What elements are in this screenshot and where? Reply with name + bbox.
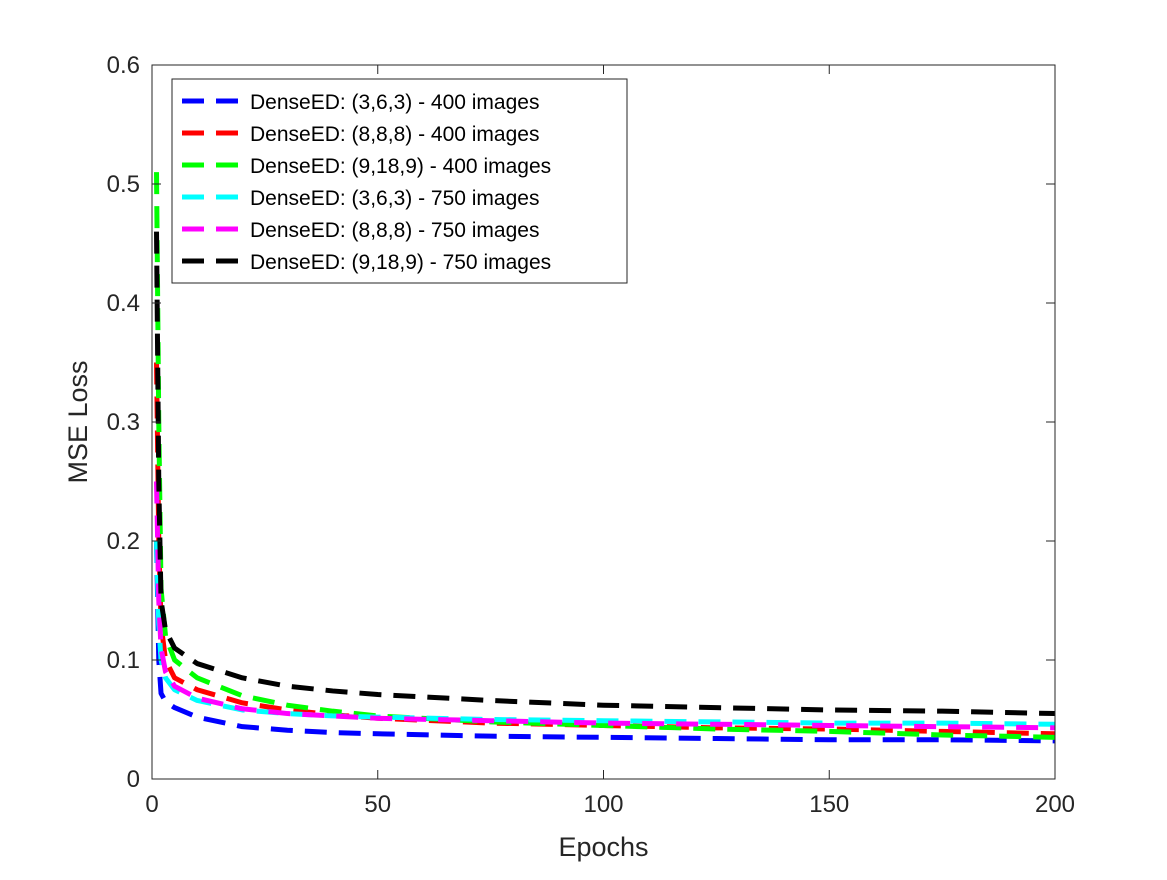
ticks-layer: 0 50 100 150 200 0 0.1 0.2 0.3 0.4 0.5 0.6 — [107, 52, 1075, 818]
x-tick-label: 50 — [364, 791, 391, 818]
legend-label-2: DenseED: (8,8,8) - 400 images — [250, 123, 539, 146]
y-tick-label: 0 — [127, 766, 140, 793]
x-axis-label: Epochs — [558, 832, 648, 862]
series-layer — [154, 172, 1055, 744]
y-tick-label: 0.2 — [107, 528, 140, 555]
series-line-6 — [154, 231, 1055, 717]
series-line-5 — [154, 481, 1055, 731]
legend-label-5: DenseED: (8,8,8) - 750 images — [250, 219, 539, 242]
x-tick-label: 100 — [583, 791, 623, 818]
series-line-1 — [154, 540, 1055, 744]
legend-label-4: DenseED: (3,6,3) - 750 images — [250, 187, 539, 210]
y-axis-label: MSE Loss — [63, 360, 93, 483]
y-tick-label: 0.4 — [107, 290, 140, 317]
y-tick-label: 0.5 — [107, 171, 140, 198]
legend-box — [171, 78, 628, 284]
x-tick-label: 0 — [145, 791, 158, 818]
legend-label-6: DenseED: (9,18,9) - 750 images — [250, 251, 551, 274]
y-tick-label: 0.1 — [107, 647, 140, 674]
legend-label-1: DenseED: (3,6,3) - 400 images — [250, 91, 539, 114]
legend-label-3: DenseED: (9,18,9) - 400 images — [250, 155, 551, 178]
legend: DenseED: (3,6,3) - 400 images DenseED: (8… — [171, 78, 628, 284]
y-tick-label: 0.3 — [107, 409, 140, 436]
x-tick-label: 150 — [809, 791, 849, 818]
series-line-3 — [154, 172, 1055, 740]
x-tick-label: 200 — [1035, 791, 1075, 818]
y-tick-label: 0.6 — [107, 52, 140, 79]
